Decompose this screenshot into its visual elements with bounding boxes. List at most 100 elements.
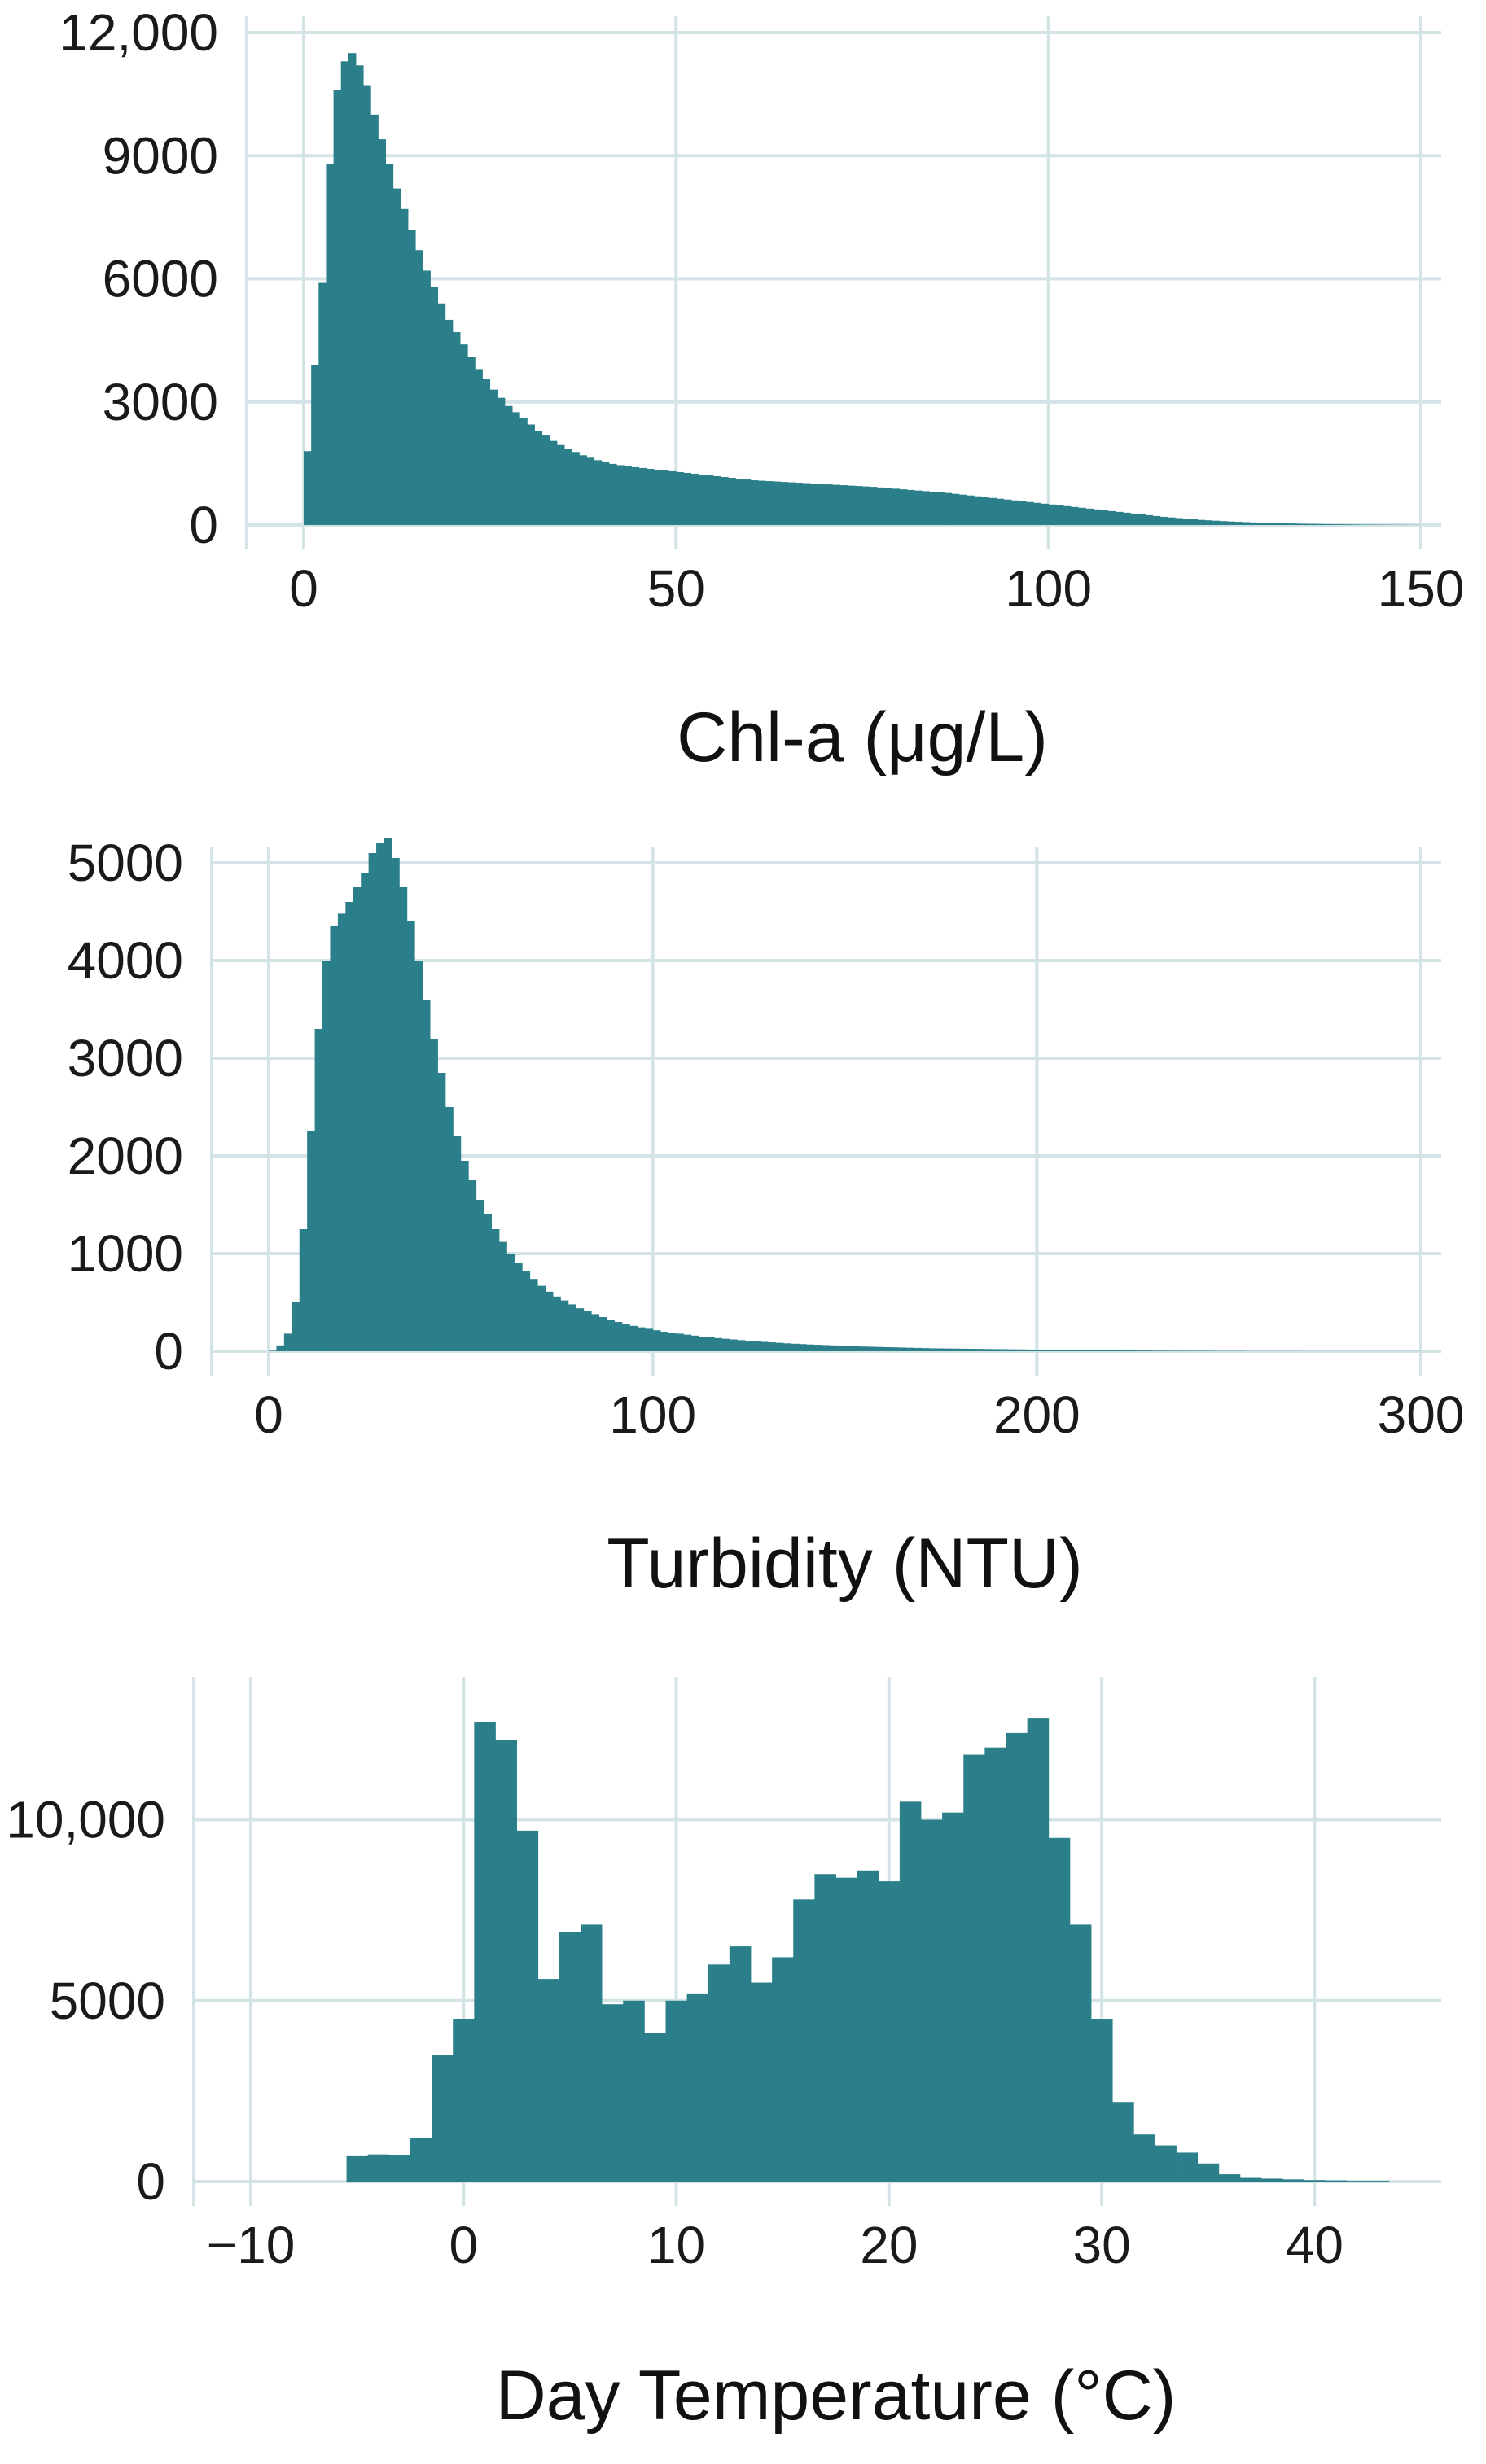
turbidity-bar (1167, 1350, 1176, 1351)
chl-a-bar (519, 418, 528, 525)
day-temperature-bar (367, 2154, 390, 2182)
turbidity-bar (645, 1328, 654, 1351)
turbidity-bar (1090, 1350, 1099, 1351)
chl-a-bar (847, 485, 856, 525)
turbidity-bar (1082, 1350, 1091, 1351)
chl-a-bar (757, 480, 766, 525)
chl-a-bar (1264, 523, 1273, 525)
chl-a-bar (1220, 521, 1228, 525)
turbidity-x-tick-label: 0 (254, 1385, 283, 1444)
chl-a-bar (862, 486, 870, 525)
chl-a-bar (1026, 501, 1034, 525)
chl-a-bar (1287, 523, 1295, 525)
turbidity-bar (714, 1337, 722, 1351)
chl-a-bar (1003, 499, 1012, 525)
turbidity-bar (1044, 1350, 1053, 1351)
day-temperature-bar (623, 2000, 645, 2182)
turbidity-y-tick-label: 2000 (68, 1127, 183, 1185)
chl-a-bar (624, 466, 632, 525)
turbidity-y-tick-label: 0 (154, 1322, 183, 1381)
chl-a-bar (1100, 510, 1109, 525)
chl-a-bar (818, 484, 826, 525)
turbidity-bar (1052, 1350, 1061, 1351)
turbidity-bar (1037, 1350, 1045, 1351)
turbidity-bar (1136, 1350, 1145, 1351)
turbidity-bar (621, 1324, 630, 1351)
chl-a-bar (967, 495, 975, 525)
chl-a-bar (1123, 512, 1131, 525)
chl-a-bar (564, 449, 572, 525)
turbidity-bar (522, 1271, 531, 1351)
chl-a-bar (1242, 522, 1251, 525)
chl-a-bar (914, 490, 923, 525)
chl-a-bar (609, 463, 617, 525)
chl-a-bar (1138, 514, 1146, 525)
turbidity-bar (813, 1345, 822, 1351)
turbidity-bar (806, 1344, 815, 1351)
turbidity-bar (891, 1347, 899, 1351)
day-temperature-bar (963, 1754, 985, 2182)
turbidity-bar (860, 1346, 869, 1351)
day-temperature-bar (474, 1722, 496, 2182)
day-temperature-bar (1197, 2163, 1220, 2182)
day-temperature-bar (750, 1982, 773, 2182)
day-temperature-bar (537, 1979, 560, 2182)
chl-a-histogram-panel: 0 50 100 150 0 3000 6000 9000 12,000 Chl-a (μg/L) (59, 3, 1464, 777)
turbidity-bar (384, 838, 392, 1351)
day-temperature-bar (793, 1899, 815, 2182)
turbidity-bar (783, 1343, 791, 1351)
chl-a-bar (988, 497, 997, 525)
chl-a-bar (1346, 524, 1355, 525)
turbidity-bar (760, 1341, 769, 1351)
day-temperature-bar (1239, 2177, 1262, 2182)
chl-a-bar (1316, 523, 1325, 525)
chl-a-bar (1041, 503, 1050, 525)
turbidity-y-tick-label: 1000 (68, 1224, 183, 1283)
turbidity-bar (499, 1241, 507, 1351)
day-temperature-bar (1218, 2174, 1241, 2182)
turbidity-bar (537, 1285, 546, 1351)
day-temperature-bar (1027, 1718, 1050, 2182)
day-temperature-bar (432, 2055, 454, 2182)
turbidity-bar (322, 961, 331, 1351)
chl-a-bar (445, 319, 454, 525)
turbidity-bar (905, 1347, 914, 1351)
day-temperature-y-tick-label: 5000 (50, 1972, 165, 2030)
chl-a-bar (1115, 511, 1124, 525)
day-temperature-bar (1325, 2180, 1347, 2182)
turbidity-bar (368, 853, 377, 1351)
chl-a-bar (408, 230, 416, 525)
day-temperature-bar (1346, 2181, 1369, 2182)
day-temperature-bar (1048, 1837, 1071, 2182)
turbidity-bar (945, 1348, 953, 1351)
day-temperature-bar (772, 1957, 794, 2182)
chl-a-bar (1159, 516, 1168, 525)
turbidity-bar (506, 1254, 515, 1351)
turbidity-bar (1151, 1350, 1160, 1351)
chl-a-bar (1145, 514, 1154, 525)
turbidity-x-tick-label: 200 (993, 1385, 1081, 1444)
day-temperature-y-tick-label: 0 (136, 2152, 165, 2211)
turbidity-bar (1059, 1350, 1068, 1351)
chl-a-bar (378, 139, 387, 526)
chl-a-bar (1361, 524, 1370, 525)
turbidity-bar (744, 1341, 753, 1351)
turbidity-bar (361, 873, 370, 1351)
chl-a-bar (809, 484, 818, 525)
turbidity-y-tick-label: 3000 (68, 1029, 183, 1088)
turbidity-bar (553, 1296, 561, 1351)
chl-a-bar (437, 303, 446, 525)
chl-a-bar (1279, 523, 1287, 525)
day-temperature-bar (708, 1964, 730, 2182)
chl-a-bar (1331, 524, 1339, 525)
turbidity-bar (791, 1343, 800, 1351)
turbidity-bar (837, 1346, 845, 1351)
chl-a-bar (452, 332, 461, 525)
chl-a-bar (631, 466, 639, 525)
day-temperature-bar (1155, 2145, 1177, 2182)
chl-a-bar (497, 397, 506, 525)
chl-a-bar (1256, 523, 1265, 525)
turbidity-bar (391, 858, 400, 1351)
chl-a-bar (735, 479, 744, 525)
